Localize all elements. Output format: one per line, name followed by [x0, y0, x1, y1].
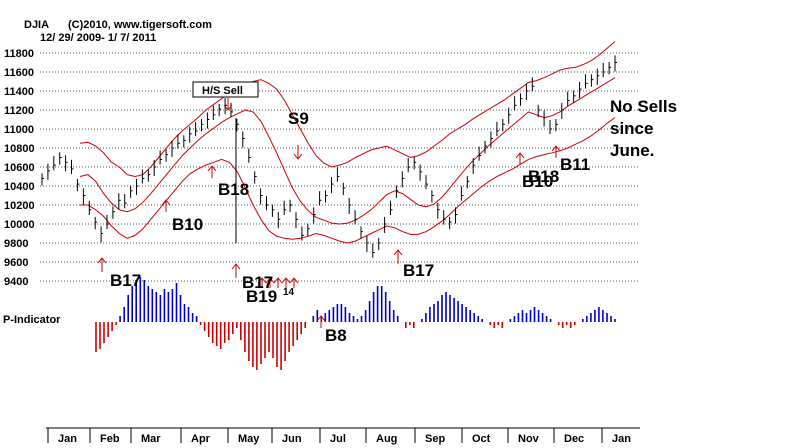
signal-b11: B11 — [560, 155, 590, 174]
note-line-2: since — [610, 119, 653, 138]
ma-line — [79, 77, 616, 225]
arrow-b19-cluster-3-head — [281, 277, 291, 284]
signal-b18-nov: B18 — [528, 167, 559, 186]
arrow-b17-aug-head — [393, 249, 403, 256]
signal-b10-nov: B10 — [522, 172, 553, 191]
y-tick-9600: 9600 — [4, 257, 28, 269]
signal-b17-aug: B17 — [403, 261, 434, 280]
x-month-sep-8: Sep — [425, 433, 445, 445]
y-tick-11800: 11800 — [4, 48, 34, 60]
x-month-jan-0: Jan — [58, 433, 77, 445]
ticker-label: DJIA — [24, 19, 49, 31]
note-line-3: June. — [610, 141, 654, 160]
y-axis-ticks: 9400 9600 9800 10000 10200 10400 10600 10800 110… — [4, 48, 35, 288]
x-month-jul-6: Jul — [330, 433, 346, 445]
x-month-nov-10: Nov — [518, 433, 540, 445]
signal-s9: S9 — [288, 109, 309, 128]
x-axis-months: Jan Feb Mar Apr May Jun Jul Aug Sep Oct Nov Dec Jan — [47, 428, 631, 445]
signal-b10-apr: B10 — [172, 215, 203, 234]
arrow-b8-head — [316, 315, 326, 322]
copyright-label: (C)2010, www.tigersoft.com — [68, 19, 212, 31]
y-tick-10600: 10600 — [4, 162, 35, 174]
x-month-may-4: May — [238, 433, 260, 445]
y-tick-10000: 10000 — [4, 219, 35, 231]
hs-sell-label: H/S Sell — [202, 85, 243, 97]
x-month-aug-7: Aug — [376, 433, 397, 445]
signal-b17-may: B17 — [242, 273, 273, 292]
arrow-b10-apr-head — [161, 199, 171, 206]
arrow-b19-cluster-1-head — [265, 277, 275, 284]
arrow-b17-feb-head — [97, 257, 107, 264]
x-month-oct-9: Oct — [472, 433, 491, 445]
signal-b18-may: B18 — [218, 180, 249, 199]
arrow-b19-cluster-2-head — [273, 277, 283, 284]
arrow-b11-head — [551, 145, 561, 152]
signal-b17-feb: B17 — [110, 271, 141, 290]
p-indicator-bars — [95, 277, 616, 370]
signal-b19: B19 — [246, 287, 277, 306]
x-month-dec-11: Dec — [564, 433, 584, 445]
signal-b14: 14 — [283, 287, 295, 298]
y-tick-10800: 10800 — [4, 143, 35, 155]
arrow-s9-head — [293, 153, 303, 160]
y-tick-11000: 11000 — [4, 124, 34, 136]
hs-sell-box — [192, 81, 259, 98]
upper-band-line — [79, 41, 616, 178]
note-line-1: No Sells — [610, 97, 677, 116]
date-range-label: 12/ 29/ 2009- 1/ 7/ 2011 — [40, 32, 156, 44]
y-tick-11200: 11200 — [4, 105, 34, 117]
signal-b8: B8 — [325, 326, 347, 345]
y-tick-10200: 10200 — [4, 200, 35, 212]
x-month-jun-5: Jun — [282, 433, 302, 445]
arrow-b18-may-head — [207, 165, 217, 172]
price-series — [41, 55, 617, 258]
y-tick-11600: 11600 — [4, 67, 34, 79]
y-tick-11400: 11400 — [4, 86, 34, 98]
x-month-mar-2: Mar — [141, 433, 161, 445]
p-indicator-label: P-Indicator — [3, 314, 61, 326]
gridlines — [40, 52, 640, 282]
signal-arrows — [97, 98, 561, 328]
x-month-jan-12: Jan — [612, 433, 631, 445]
arrow-b19-cluster-4-head — [289, 277, 299, 284]
arrow-b19-cluster-0-head — [257, 277, 267, 284]
arrow-b10-nov-head — [515, 152, 525, 159]
y-tick-10400: 10400 — [4, 181, 35, 193]
x-month-feb-1: Feb — [100, 433, 120, 445]
y-tick-9400: 9400 — [4, 276, 28, 288]
arrow-hs-sell-head — [223, 104, 233, 111]
lower-band-line — [80, 117, 616, 244]
bands — [79, 41, 616, 244]
arrow-b17-may-head — [231, 263, 241, 270]
x-month-apr-3: Apr — [191, 433, 211, 445]
y-tick-9800: 9800 — [4, 238, 28, 250]
